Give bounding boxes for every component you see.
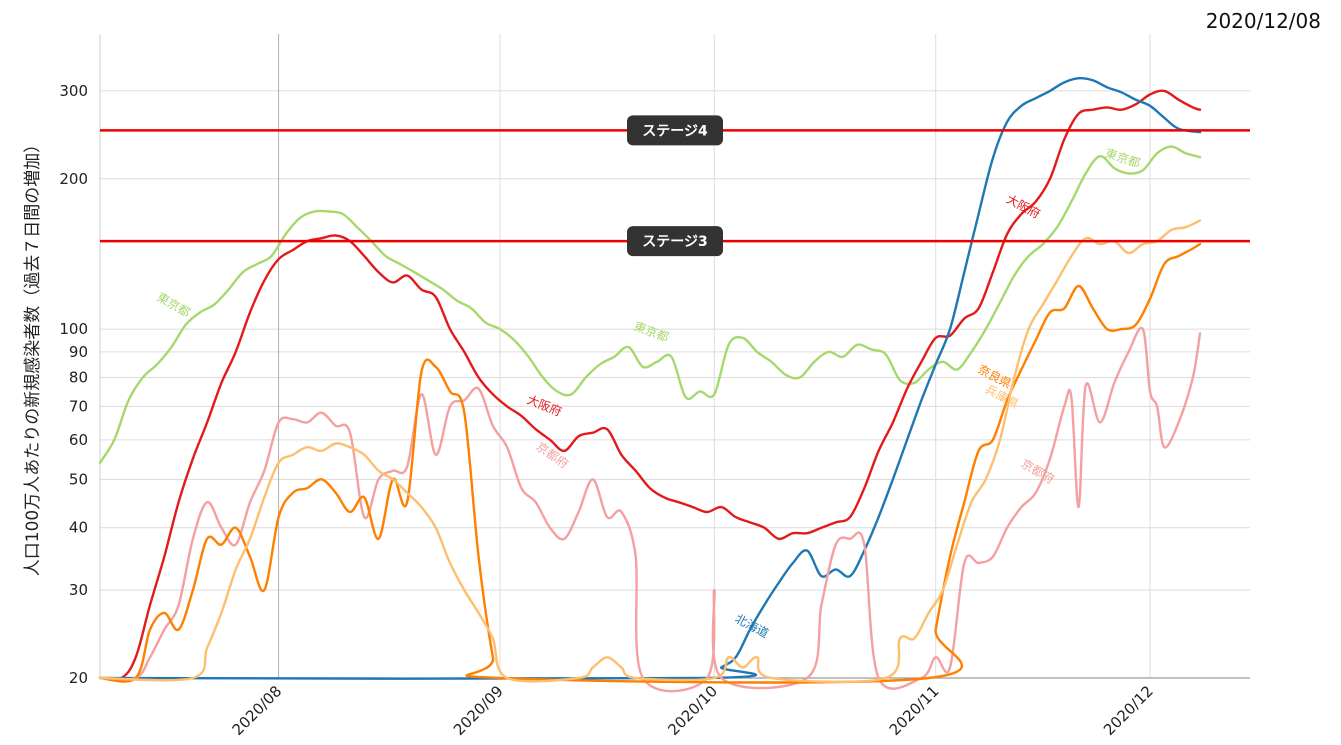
- stage-badge: [627, 226, 723, 257]
- y-tick-label: 90: [69, 343, 88, 361]
- stage-label: ステージ4: [642, 123, 708, 139]
- gridlines: [100, 34, 1250, 679]
- series-line: [98, 76, 1202, 680]
- series-line: [98, 219, 1202, 684]
- x-tick-label: 2020/12: [1100, 682, 1157, 739]
- stage-badge: [627, 115, 723, 146]
- series-label: 大阪府: [525, 392, 564, 419]
- y-tick-label: 40: [69, 519, 88, 537]
- series-label: 東京都: [154, 290, 192, 320]
- series-line: [98, 145, 1202, 464]
- y-tick-label: 60: [69, 431, 88, 449]
- y-axis-title: 人口100万人あたりの新規感染者数（過去７日間の増加）: [23, 136, 43, 576]
- series-label: 大阪府: [1004, 191, 1043, 221]
- y-tick-label: 300: [59, 82, 88, 100]
- y-tick-label: 70: [69, 397, 88, 415]
- y-tick-label: 20: [69, 669, 88, 687]
- x-tick-label: 2020/08: [229, 682, 286, 739]
- series-line: [98, 89, 1202, 681]
- series-line: [98, 242, 1202, 684]
- series-label: 東京都: [632, 319, 671, 344]
- series-lines: [98, 76, 1202, 693]
- series-label: 京都府: [1019, 456, 1058, 487]
- series-label: 東京都: [1103, 146, 1142, 170]
- x-tick-label: 2020/11: [886, 682, 943, 739]
- y-tick-label: 30: [69, 581, 88, 599]
- series-label: 北海道: [733, 611, 772, 641]
- x-tick-label: 2020/09: [450, 682, 507, 739]
- y-tick-label: 200: [59, 170, 88, 188]
- series-line: [98, 326, 1202, 693]
- y-tick-label: 80: [69, 368, 88, 386]
- y-tick-label: 50: [69, 470, 88, 488]
- y-tick-label: 100: [59, 320, 88, 338]
- date-label: 2020/12/08: [1205, 9, 1321, 33]
- stage-reference-lines: ステージ4 ステージ3: [100, 115, 1250, 257]
- stage-label: ステージ3: [642, 234, 707, 250]
